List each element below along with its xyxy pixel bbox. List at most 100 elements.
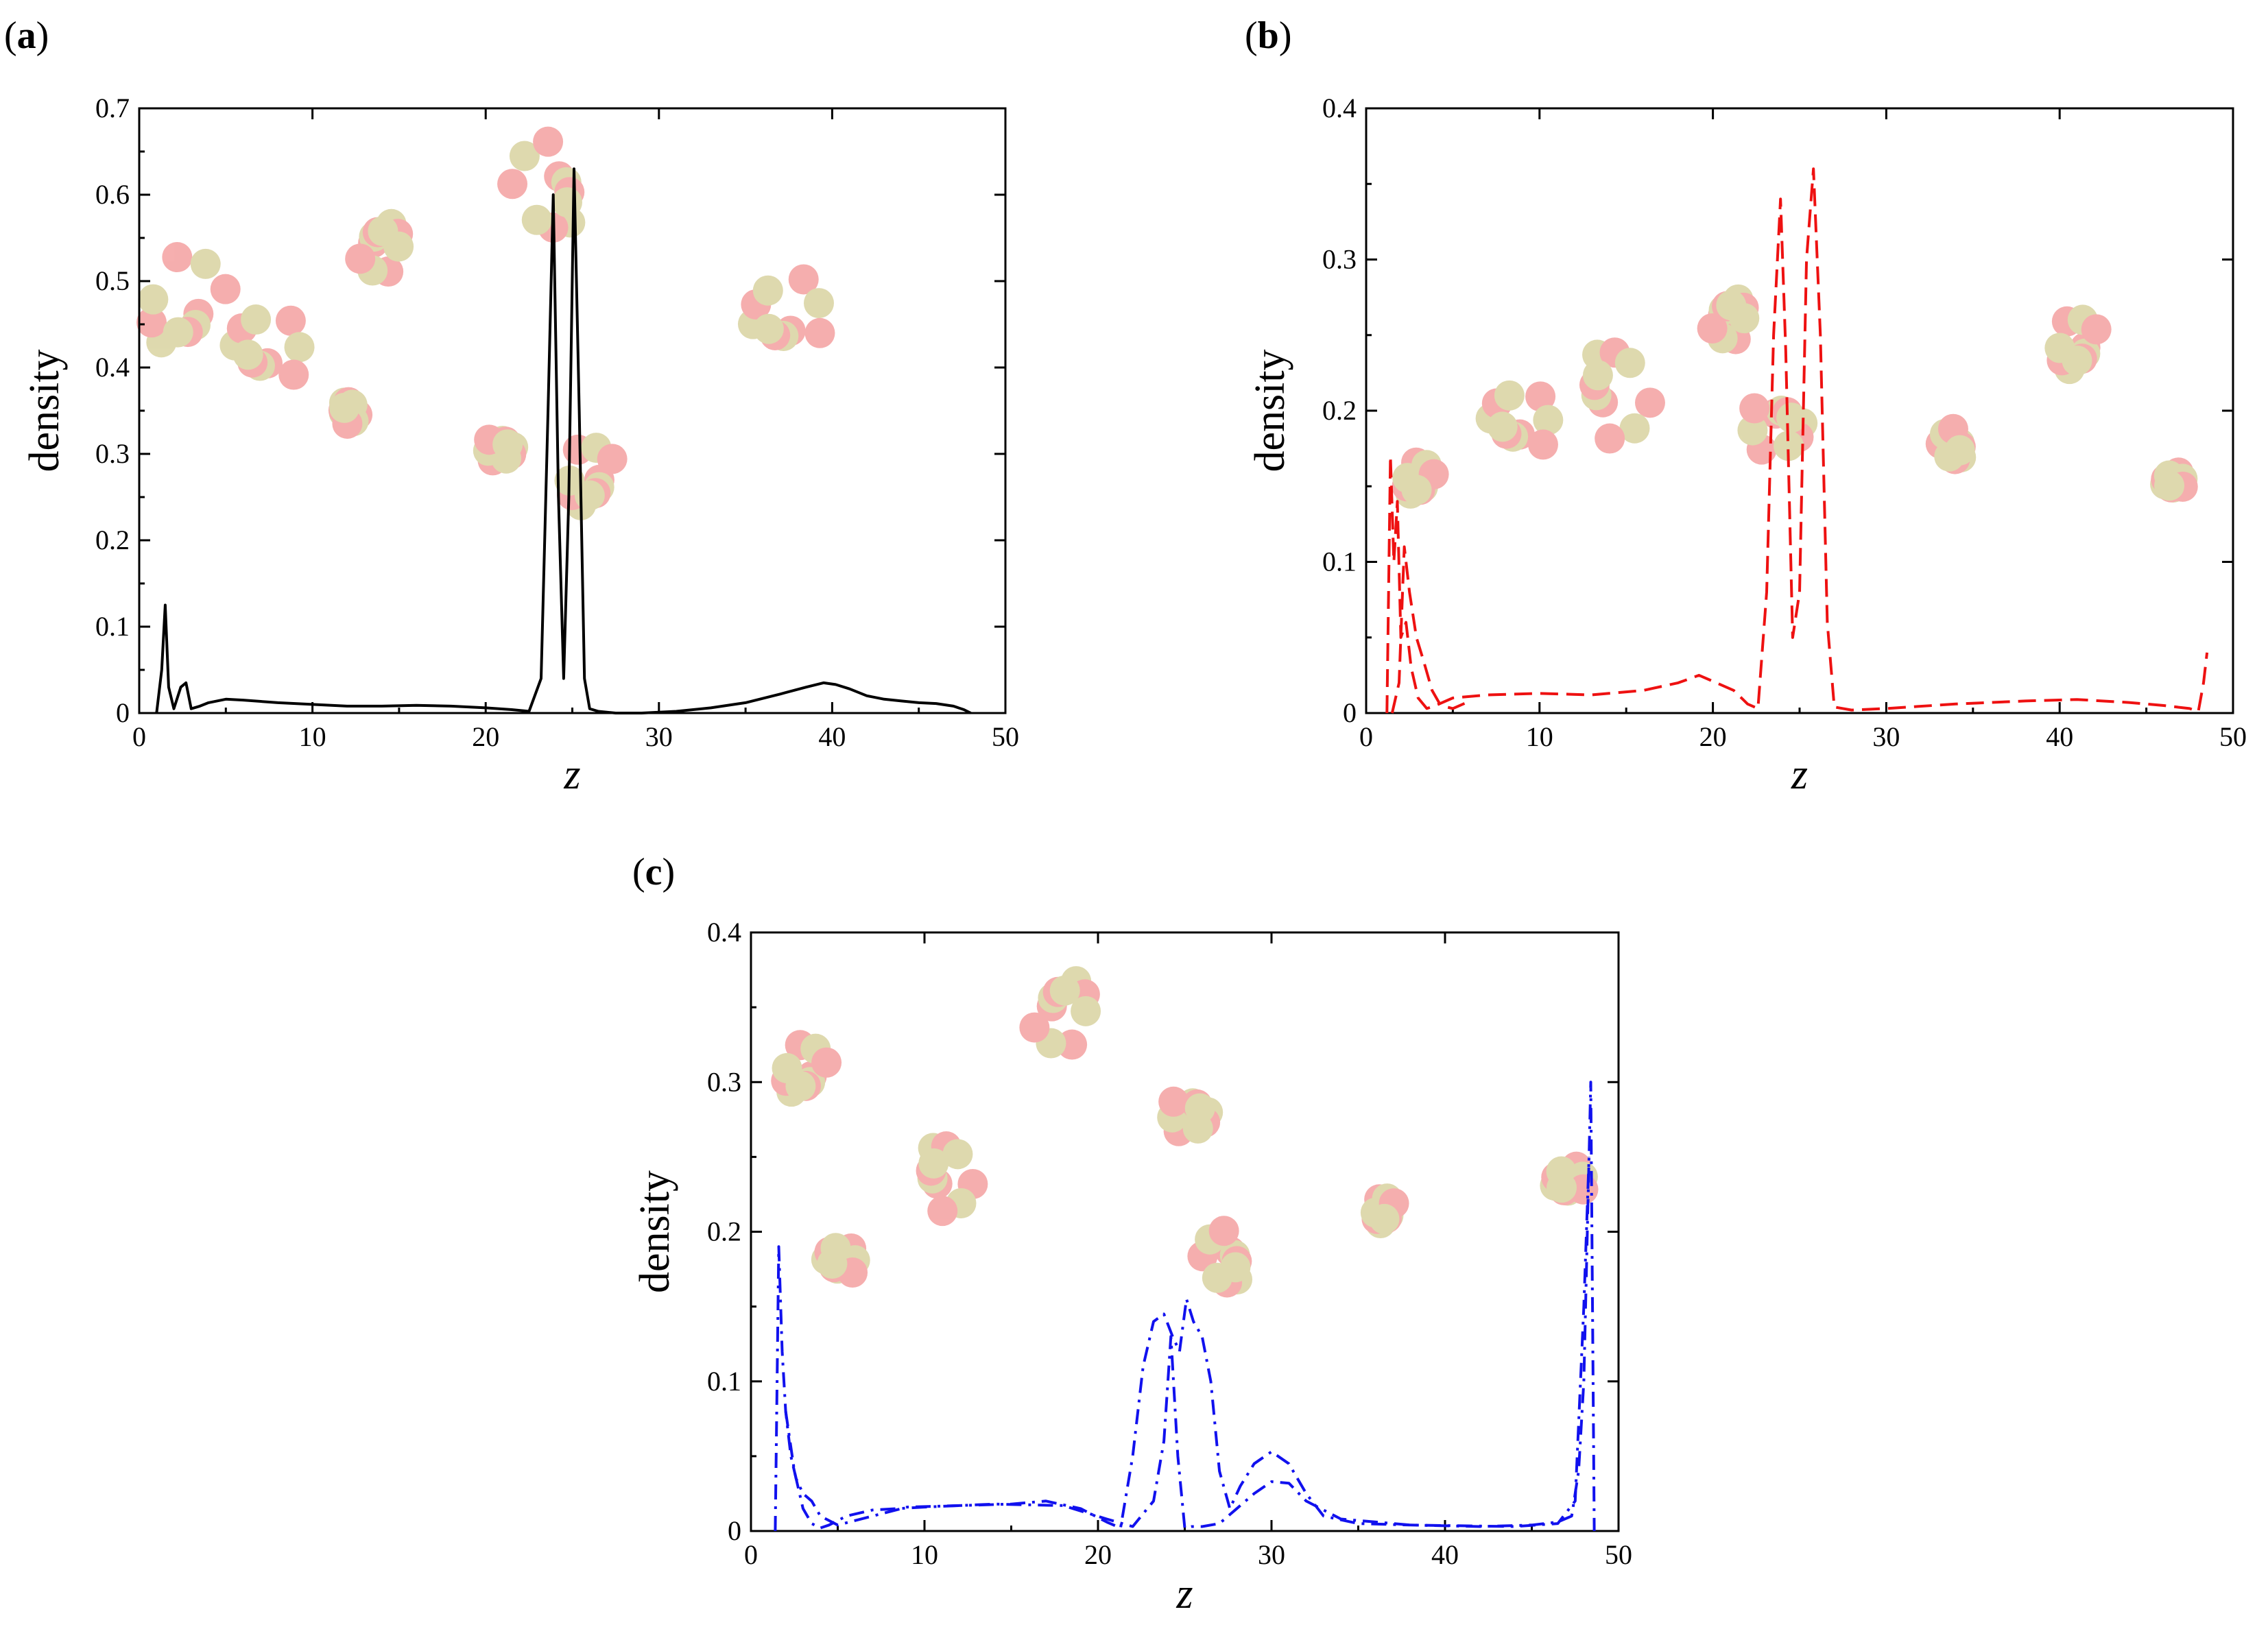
sphere-olive	[785, 1071, 816, 1102]
y-tick-label: 0.5	[95, 265, 130, 296]
x-tick-label: 10	[911, 1539, 938, 1570]
sphere-red	[1208, 1216, 1239, 1246]
sphere-olive	[817, 1249, 848, 1279]
x-tick-label: 0	[1359, 721, 1373, 752]
x-tick-label: 50	[2219, 721, 2247, 752]
sphere-red	[497, 169, 528, 200]
x-tick-label: 0	[744, 1539, 758, 1570]
sphere-olive	[1220, 1252, 1251, 1283]
sphere-olive	[521, 204, 552, 235]
sphere-olive	[1716, 290, 1747, 321]
sphere-olive	[1582, 360, 1613, 391]
sphere-olive	[284, 332, 315, 363]
sphere-olive	[753, 313, 784, 344]
sphere-red	[1019, 1012, 1050, 1043]
x-tick-label: 30	[1872, 721, 1900, 752]
sphere-olive	[1049, 975, 1080, 1006]
sphere-olive	[551, 187, 582, 218]
series-line	[784, 1157, 1590, 1530]
series-line	[774, 1081, 1596, 1532]
sphere-olive	[1614, 348, 1645, 378]
x-axis-label: z	[563, 751, 580, 798]
molecular-snapshot	[771, 966, 1599, 1298]
y-tick-label: 0.4	[95, 352, 130, 383]
sphere-olive	[163, 317, 193, 348]
sphere-olive	[2154, 470, 2185, 501]
panel-a-letter: a	[17, 14, 36, 57]
sphere-olive	[1401, 474, 1432, 505]
x-tick-label: 40	[818, 721, 846, 752]
sphere-olive	[1487, 411, 1518, 442]
sphere-olive	[1776, 402, 1807, 433]
x-tick-label: 40	[2046, 721, 2073, 752]
molecular-snapshot	[136, 126, 835, 520]
sphere-olive	[190, 248, 221, 279]
x-tick-label: 20	[472, 721, 499, 752]
sphere-red	[811, 1047, 842, 1078]
x-axis-label: z	[1791, 751, 1808, 798]
x-tick-label: 10	[1526, 721, 1553, 752]
sphere-red	[275, 305, 306, 336]
y-axis-label: density	[1247, 349, 1293, 472]
sphere-olive	[241, 304, 272, 335]
sphere-olive	[1944, 435, 1975, 466]
sphere-red	[1158, 1086, 1189, 1117]
sphere-red	[278, 359, 309, 390]
sphere-olive	[1773, 431, 1804, 461]
panel-b: (b) 0 10 20 30 40 50 0 0.1 0.2 0.3 0.4 z density	[1245, 14, 2247, 798]
sphere-olive	[1737, 415, 1768, 446]
sphere-red	[136, 307, 167, 338]
sphere-olive	[368, 216, 398, 247]
x-tick-label: 10	[299, 721, 326, 752]
y-tick-label: 0	[116, 697, 130, 728]
sphere-red	[1595, 423, 1625, 454]
sphere-olive	[1369, 1203, 1400, 1234]
sphere-red	[533, 126, 564, 157]
y-tick-label: 0.3	[1322, 244, 1357, 275]
y-tick-label: 0	[1343, 697, 1357, 728]
sphere-olive	[2062, 345, 2092, 376]
y-axis-label: density	[632, 1170, 678, 1293]
panel-c: (c) 0 10 20 30 40 50 0 0.1 0.2 0.3 0.4 z density	[632, 851, 1632, 1617]
sphere-red	[927, 1196, 958, 1227]
sphere-red	[597, 444, 628, 474]
sphere-olive	[942, 1139, 973, 1170]
sphere-olive	[138, 284, 169, 315]
series-line	[1390, 545, 1471, 714]
molecular-snapshot	[1392, 284, 2198, 509]
sphere-olive	[1533, 405, 1564, 435]
panel-b-label: (b)	[1245, 14, 1291, 57]
sphere-red	[1739, 393, 1770, 424]
x-tick-label: 50	[1605, 1539, 1632, 1570]
y-tick-label: 0.4	[707, 917, 741, 948]
x-tick-label: 20	[1699, 721, 1727, 752]
y-tick-label: 0.6	[95, 179, 130, 210]
sphere-red	[162, 242, 193, 273]
sphere-red	[788, 264, 819, 295]
sphere-olive	[509, 141, 540, 171]
y-tick-label: 0.2	[1322, 395, 1357, 426]
panel-b-letter: b	[1258, 14, 1279, 57]
sphere-olive	[1619, 413, 1650, 444]
plot-frame	[750, 931, 1620, 1532]
x-axis-label: z	[1175, 1571, 1193, 1617]
sphere-olive	[329, 392, 360, 423]
y-axis-label: density	[21, 349, 68, 472]
panel-c-letter: c	[645, 851, 663, 893]
sphere-red	[1634, 387, 1665, 418]
sphere-olive	[1071, 996, 1101, 1026]
x-tick-label: 20	[1084, 1539, 1112, 1570]
sphere-red	[1525, 381, 1556, 412]
sphere-olive	[918, 1148, 949, 1179]
x-tick-label: 30	[1258, 1539, 1285, 1570]
sphere-red	[1697, 313, 1728, 344]
sphere-red	[210, 274, 241, 304]
panel-c-label: (c)	[632, 851, 675, 893]
y-tick-label: 0.3	[95, 438, 130, 469]
y-tick-label: 0	[728, 1515, 741, 1546]
y-tick-label: 0.1	[707, 1366, 741, 1397]
y-tick-label: 0.3	[707, 1066, 741, 1097]
sphere-olive	[1494, 380, 1525, 411]
y-tick-label: 0.2	[95, 525, 130, 555]
